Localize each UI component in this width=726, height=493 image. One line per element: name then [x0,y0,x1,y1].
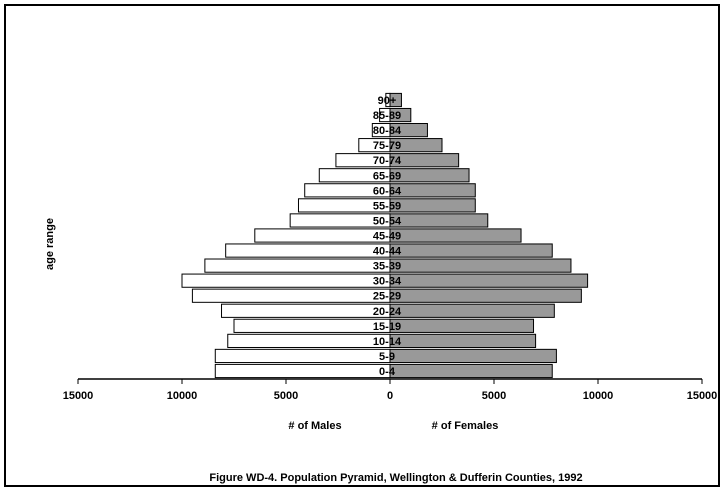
bar-males-30-34 [181,273,391,288]
bar-females-20-24 [389,303,555,318]
age-label-55-59: 55-59 [373,200,401,212]
age-label-65-69: 65-69 [373,170,401,182]
age-label-60-64: 60-64 [373,185,402,197]
bar-females-5-9 [389,348,557,364]
bar-males-35-39 [204,258,391,273]
age-label-75-79: 75-79 [373,140,401,152]
bar-females-40-44 [389,243,553,258]
bar-males-20-24 [221,303,391,318]
age-label-0-4: 0-4 [379,366,396,378]
x-axis: 15000 10000 5000 0 5000 10000 15000 [63,378,718,402]
age-label-45-49: 45-49 [373,231,401,243]
bar-males-5-9 [214,348,391,364]
age-label-40-44: 40-44 [373,246,402,258]
bar-females-75-79 [389,138,443,153]
x-tick-label: 5000 [274,390,298,402]
age-labels-group: 0-4 5-9 10-14 15-19 20-24 25-29 30-34 35-39 40-4… [373,95,402,378]
age-label-90plus: 90+ [378,95,397,107]
bar-females-60-64 [389,183,476,198]
bar-males-15-19 [233,318,391,333]
bars-group [181,92,589,379]
bar-females-80-84 [389,123,428,138]
age-label-85-89: 85-89 [373,110,401,122]
age-label-10-14: 10-14 [373,336,402,348]
age-label-80-84: 80-84 [373,125,402,137]
bar-males-0-4 [214,363,391,379]
bar-females-30-34 [389,273,589,288]
x-tick-label: 5000 [482,390,506,402]
age-label-25-29: 25-29 [373,291,401,303]
bar-females-15-19 [389,318,535,333]
x-axis-label-males: # of Males [288,420,341,432]
bar-males-10-14 [227,333,391,348]
bar-females-50-54 [389,213,489,228]
x-tick-label: 10000 [583,390,614,402]
y-axis-label: age range [44,218,56,270]
x-tick-label: 10000 [167,390,198,402]
bar-females-70-74 [389,153,460,168]
age-label-30-34: 30-34 [373,276,402,288]
age-label-70-74: 70-74 [373,155,402,167]
bar-females-10-14 [389,333,537,348]
bar-females-90plus [389,92,402,108]
age-label-5-9: 5-9 [379,351,395,363]
x-tick-label: 0 [387,390,393,402]
x-axis-label-females: # of Females [432,420,499,432]
bar-males-25-29 [191,288,391,303]
bar-females-55-59 [389,198,476,213]
bar-females-85-89 [389,107,412,123]
bar-males-45-49 [254,228,391,243]
x-tick-label: 15000 [63,390,94,402]
chart-title: Figure WD-4. Population Pyramid, Welling… [209,472,582,484]
bar-females-0-4 [389,363,553,379]
bar-females-45-49 [389,228,522,243]
bar-males-40-44 [225,243,391,258]
age-label-20-24: 20-24 [373,306,402,318]
bar-females-35-39 [389,258,572,273]
age-label-50-54: 50-54 [373,215,402,227]
age-label-15-19: 15-19 [373,321,401,333]
x-tick-label: 15000 [687,390,718,402]
bar-females-25-29 [389,288,582,303]
bar-females-65-69 [389,168,470,183]
age-label-35-39: 35-39 [373,261,401,273]
